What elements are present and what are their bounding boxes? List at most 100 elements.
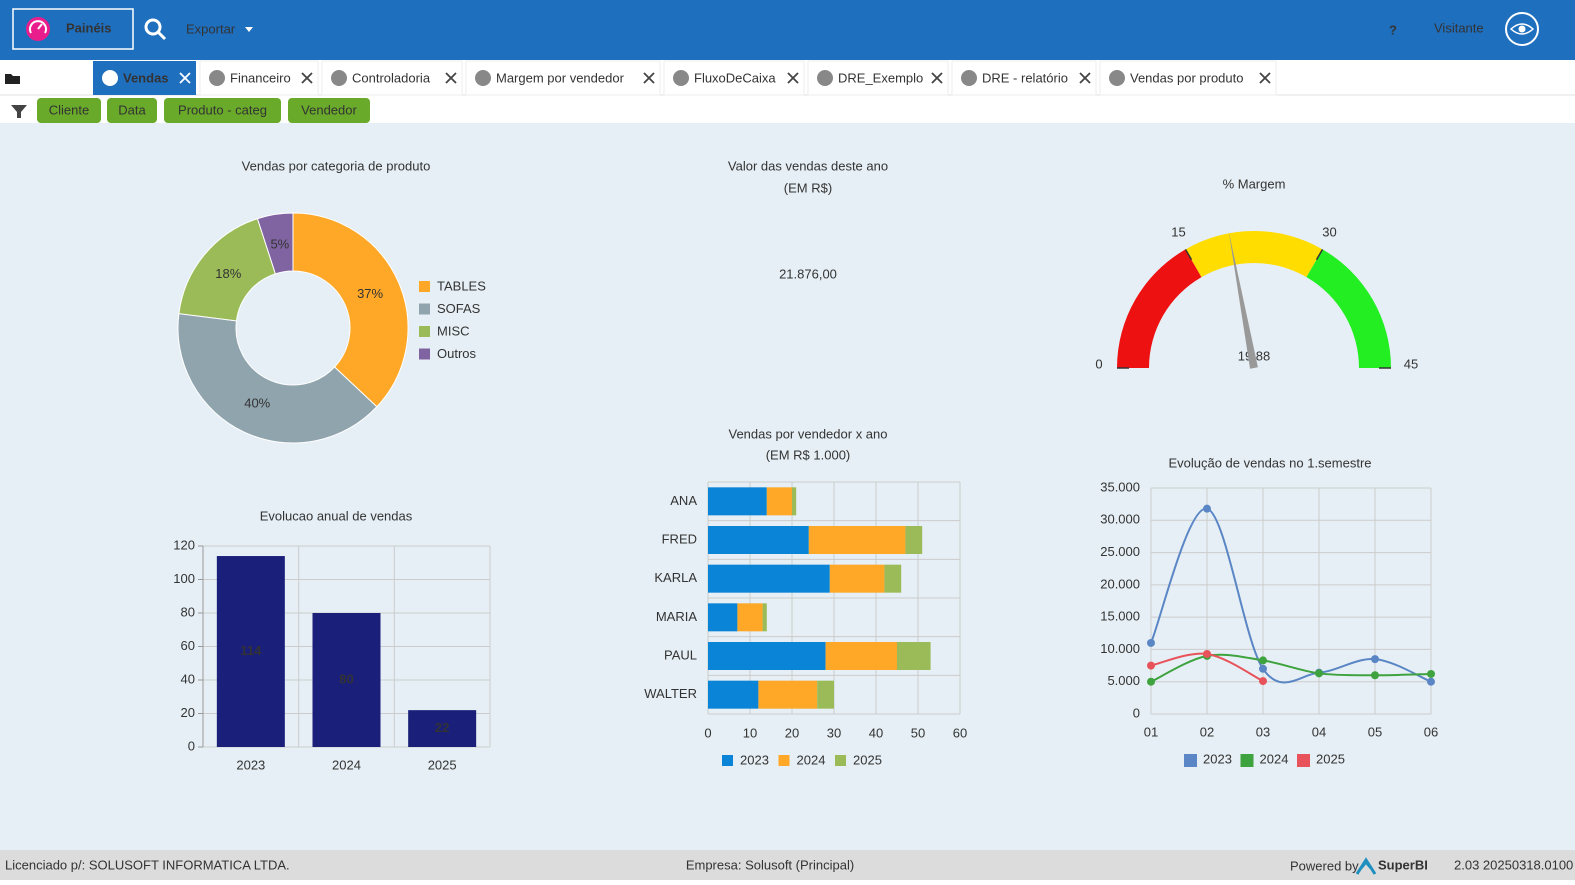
y-tick-label: 0	[1133, 705, 1140, 720]
tab-label[interactable]: Vendas por produto	[1130, 70, 1243, 85]
tab-close[interactable]	[1079, 72, 1091, 84]
user-icon[interactable]	[1505, 12, 1539, 46]
line-point	[1147, 677, 1155, 686]
filter-chip[interactable]	[164, 98, 281, 123]
tab-close[interactable]	[643, 72, 655, 84]
brand-box[interactable]	[12, 8, 134, 50]
version: 2.03 20250318.0100	[1454, 857, 1573, 872]
line-point	[1203, 504, 1211, 513]
y-tick-label: 10.000	[1100, 641, 1140, 656]
filter-label[interactable]: Vendedor	[301, 102, 357, 117]
y-tick-label: 100	[173, 571, 195, 586]
search-icon[interactable]	[144, 18, 162, 36]
export-menu[interactable]: Exportar	[186, 21, 236, 36]
legend-swatch	[835, 755, 846, 766]
brand-icon-gauge	[29, 20, 47, 34]
y-tick-label: 15.000	[1100, 609, 1140, 624]
x-tick-label: 10	[743, 725, 757, 740]
tab[interactable]	[321, 60, 463, 96]
tab-label[interactable]: Financeiro	[230, 70, 291, 85]
tab-icon	[673, 70, 689, 86]
tab-icon	[102, 70, 118, 86]
user-icon-pupil	[1518, 25, 1526, 33]
pie-slice	[256, 212, 294, 275]
bar-segment	[708, 487, 767, 516]
bar-segment	[708, 680, 759, 709]
slice-label: 5%	[270, 236, 289, 251]
tab-close[interactable]	[931, 72, 943, 84]
folder-icon[interactable]	[5, 74, 20, 84]
chart-subtitle: (EM R$)	[784, 180, 832, 195]
tab[interactable]	[199, 60, 319, 96]
y-tick-label: 80	[181, 604, 195, 619]
x-tick-label: 03	[1256, 724, 1270, 739]
y-tick-label: FRED	[662, 531, 697, 546]
tab-label[interactable]: DRE - relatório	[982, 70, 1068, 85]
tab-icon	[961, 70, 977, 86]
superbi-logo	[1355, 857, 1377, 875]
legend-label: 2023	[740, 752, 769, 767]
tab-label[interactable]: FluxoDeCaixa	[694, 70, 776, 85]
x-tick-label: 02	[1200, 724, 1214, 739]
y-tick-label: 60	[181, 638, 195, 653]
gauge-tick	[1184, 248, 1193, 261]
chart-title: Vendas por categoria de produto	[242, 158, 431, 173]
bar-segment	[829, 564, 885, 593]
brand[interactable]: Painéis	[66, 20, 112, 35]
tab-label[interactable]: Vendas	[123, 70, 169, 85]
legend-swatch	[778, 755, 790, 766]
footer-bar	[0, 850, 1575, 880]
gauge-band	[1306, 249, 1391, 368]
tab-close[interactable]	[787, 72, 799, 84]
search-icon-handle	[156, 30, 167, 41]
filter-chip[interactable]	[288, 98, 370, 123]
y-tick-label: 20.000	[1100, 576, 1140, 591]
legend-label: TABLES	[437, 278, 486, 293]
y-tick-label: 40	[181, 671, 195, 686]
filter-icon	[11, 105, 27, 118]
tab-close[interactable]	[1259, 72, 1271, 84]
tab[interactable]	[465, 60, 661, 96]
legend-label: Outros	[437, 346, 477, 361]
filter-label[interactable]: Cliente	[49, 102, 89, 117]
tab[interactable]	[1099, 60, 1277, 96]
user[interactable]: Visitante	[1434, 20, 1484, 35]
line-point	[1203, 649, 1211, 658]
tab-icon	[1109, 70, 1125, 86]
x-tick-label: 04	[1312, 724, 1326, 739]
y-tick-label: WALTER	[644, 686, 697, 701]
tab-icon	[209, 70, 225, 86]
filter-chip[interactable]	[37, 98, 101, 123]
tab-label[interactable]: Margem por vendedor	[496, 70, 625, 85]
bar-segment	[897, 642, 931, 670]
filter-label[interactable]: Produto - categ	[178, 102, 267, 117]
filter-chip[interactable]	[107, 98, 157, 123]
help[interactable]: ?	[1389, 22, 1397, 37]
x-tick-label: 06	[1424, 724, 1438, 739]
tab-close[interactable]	[445, 72, 457, 84]
line-point	[1371, 671, 1379, 680]
filter-label[interactable]: Data	[118, 102, 146, 117]
x-tick-label: 40	[869, 725, 883, 740]
bar-value-label: 22	[435, 720, 449, 735]
tab-label[interactable]: Controladoria	[352, 70, 431, 85]
tab-close[interactable]	[301, 72, 313, 84]
y-tick-label: KARLA	[654, 570, 697, 585]
legend-label: 2023	[1203, 751, 1232, 766]
license: Licenciado p/: SOLUSOFT INFORMATICA LTDA…	[5, 857, 290, 872]
tab-label[interactable]: DRE_Exemplo	[838, 70, 923, 85]
x-tick-label: 2023	[236, 757, 265, 772]
y-tick-label: 0	[188, 738, 195, 753]
tab-close[interactable]	[179, 72, 191, 84]
bar-segment	[766, 487, 792, 516]
bar-segment	[808, 526, 906, 554]
y-tick-label: 120	[173, 537, 195, 552]
bar-segment	[758, 680, 818, 709]
line-point	[1371, 655, 1379, 664]
legend-swatch	[419, 303, 430, 315]
y-tick-label: ANA	[670, 493, 697, 508]
bar-segment	[825, 642, 897, 670]
legend-label: MISC	[437, 323, 470, 338]
